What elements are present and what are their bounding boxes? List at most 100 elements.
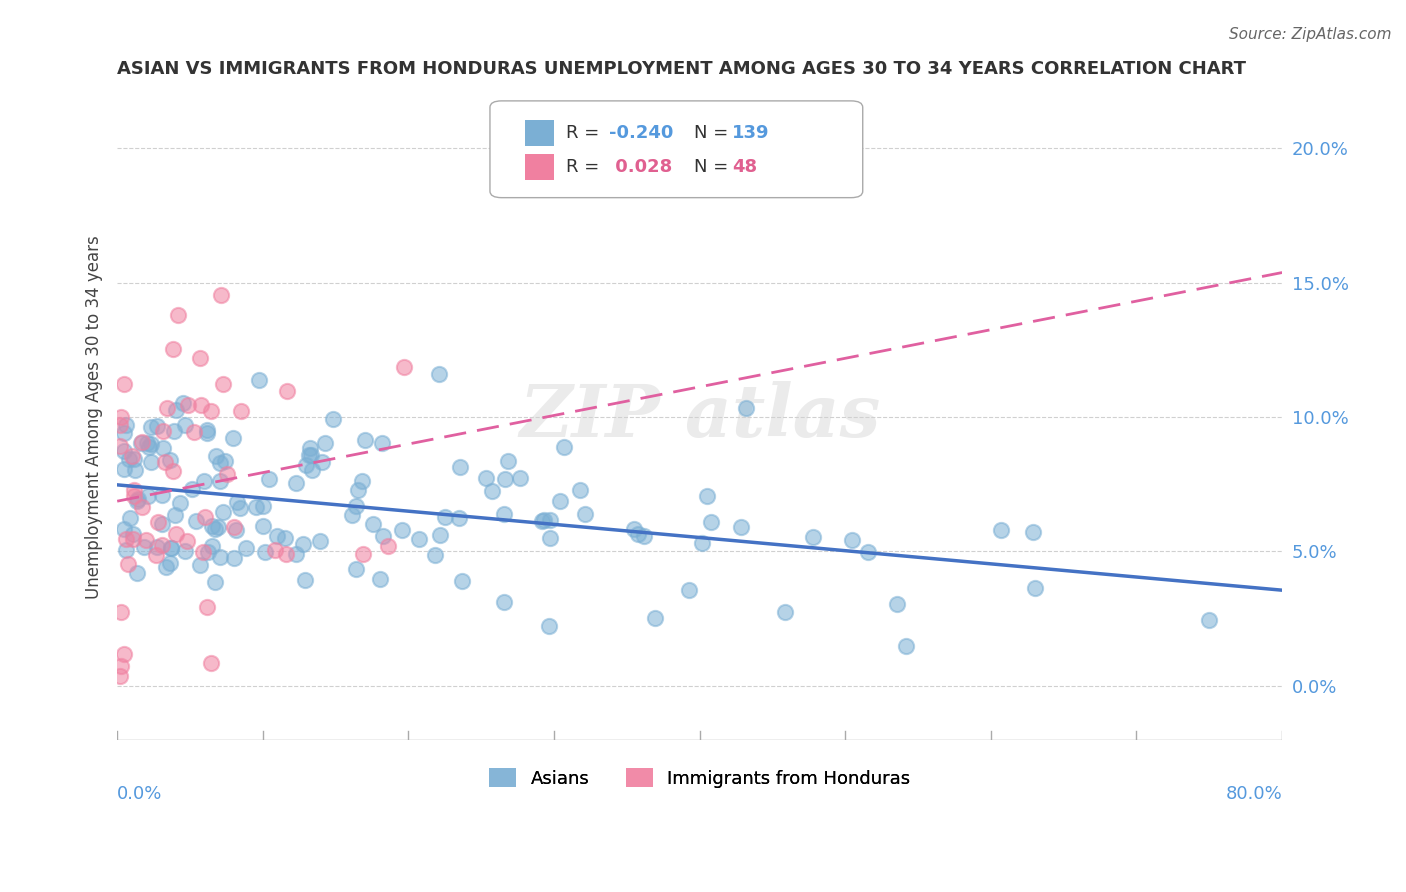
Point	[139, 455, 162, 469]
Point	[235, 541, 257, 555]
Point	[191, 545, 214, 559]
Point	[148, 515, 170, 529]
Point	[193, 474, 215, 488]
Point	[181, 483, 204, 497]
Point	[177, 399, 200, 413]
Point	[139, 419, 162, 434]
Point	[108, 439, 131, 453]
Point	[131, 436, 153, 450]
Point	[276, 384, 298, 399]
Point	[371, 436, 394, 450]
Point	[245, 500, 267, 514]
Text: N =: N =	[693, 124, 734, 142]
Point	[115, 532, 138, 546]
Point	[492, 595, 515, 609]
Point	[273, 531, 295, 545]
Point	[368, 572, 391, 586]
Point	[264, 542, 287, 557]
Point	[990, 523, 1012, 537]
Point	[131, 435, 153, 450]
Point	[121, 532, 143, 546]
Point	[136, 435, 159, 450]
Point	[159, 557, 181, 571]
Point	[394, 359, 416, 374]
Point	[188, 558, 211, 572]
Point	[197, 423, 219, 437]
Point	[204, 522, 226, 536]
Y-axis label: Unemployment Among Ages 30 to 34 years: Unemployment Among Ages 30 to 34 years	[86, 235, 103, 599]
Point	[841, 533, 863, 547]
Point	[159, 453, 181, 467]
Point	[354, 434, 377, 448]
Point	[150, 517, 173, 532]
Point	[176, 533, 198, 548]
Point	[145, 418, 167, 433]
Point	[1021, 524, 1043, 539]
Point	[352, 547, 374, 561]
Point	[122, 527, 145, 541]
Point	[568, 483, 591, 498]
Point	[730, 520, 752, 534]
Point	[252, 499, 274, 513]
Text: 139: 139	[733, 124, 769, 142]
Point	[294, 573, 316, 587]
Point	[690, 536, 713, 550]
Point	[678, 582, 700, 597]
Point	[211, 505, 233, 519]
Point	[114, 461, 136, 475]
Point	[108, 669, 131, 683]
Point	[266, 529, 288, 543]
Point	[127, 491, 149, 506]
Point	[427, 368, 450, 382]
Point	[494, 472, 516, 486]
Point	[311, 455, 333, 469]
Point	[122, 489, 145, 503]
Point	[162, 343, 184, 357]
Point	[195, 599, 218, 614]
Point	[309, 534, 332, 549]
Text: 0.028: 0.028	[609, 158, 672, 176]
Point	[801, 529, 824, 543]
Point	[159, 541, 181, 556]
Point	[201, 539, 224, 553]
Point	[224, 520, 246, 534]
Point	[174, 543, 197, 558]
Point	[347, 483, 370, 497]
Text: 48: 48	[733, 158, 758, 176]
Point	[451, 574, 474, 588]
Point	[449, 459, 471, 474]
Point	[205, 450, 228, 464]
Point	[342, 508, 364, 522]
Point	[425, 548, 447, 562]
Point	[184, 514, 207, 528]
Point	[1024, 581, 1046, 595]
Point	[135, 533, 157, 548]
Point	[152, 425, 174, 439]
Point	[475, 471, 498, 485]
Point	[548, 494, 571, 508]
Text: N =: N =	[693, 158, 734, 176]
Text: ZIP atlas: ZIP atlas	[519, 382, 880, 452]
Point	[124, 452, 146, 467]
Point	[117, 557, 139, 571]
Point	[856, 545, 879, 559]
Point	[110, 605, 132, 619]
Point	[160, 541, 183, 555]
Point	[644, 611, 666, 625]
Point	[361, 516, 384, 531]
Point	[433, 509, 456, 524]
Text: 80.0%: 80.0%	[1226, 785, 1282, 803]
Point	[215, 467, 238, 481]
Point	[145, 549, 167, 563]
Point	[373, 529, 395, 543]
Point	[188, 351, 211, 365]
Point	[537, 618, 560, 632]
Point	[156, 401, 179, 416]
Point	[200, 656, 222, 670]
Point	[533, 513, 555, 527]
Point	[197, 544, 219, 558]
Point	[1198, 613, 1220, 627]
Point	[492, 507, 515, 521]
Point	[623, 522, 645, 536]
Point	[110, 410, 132, 425]
